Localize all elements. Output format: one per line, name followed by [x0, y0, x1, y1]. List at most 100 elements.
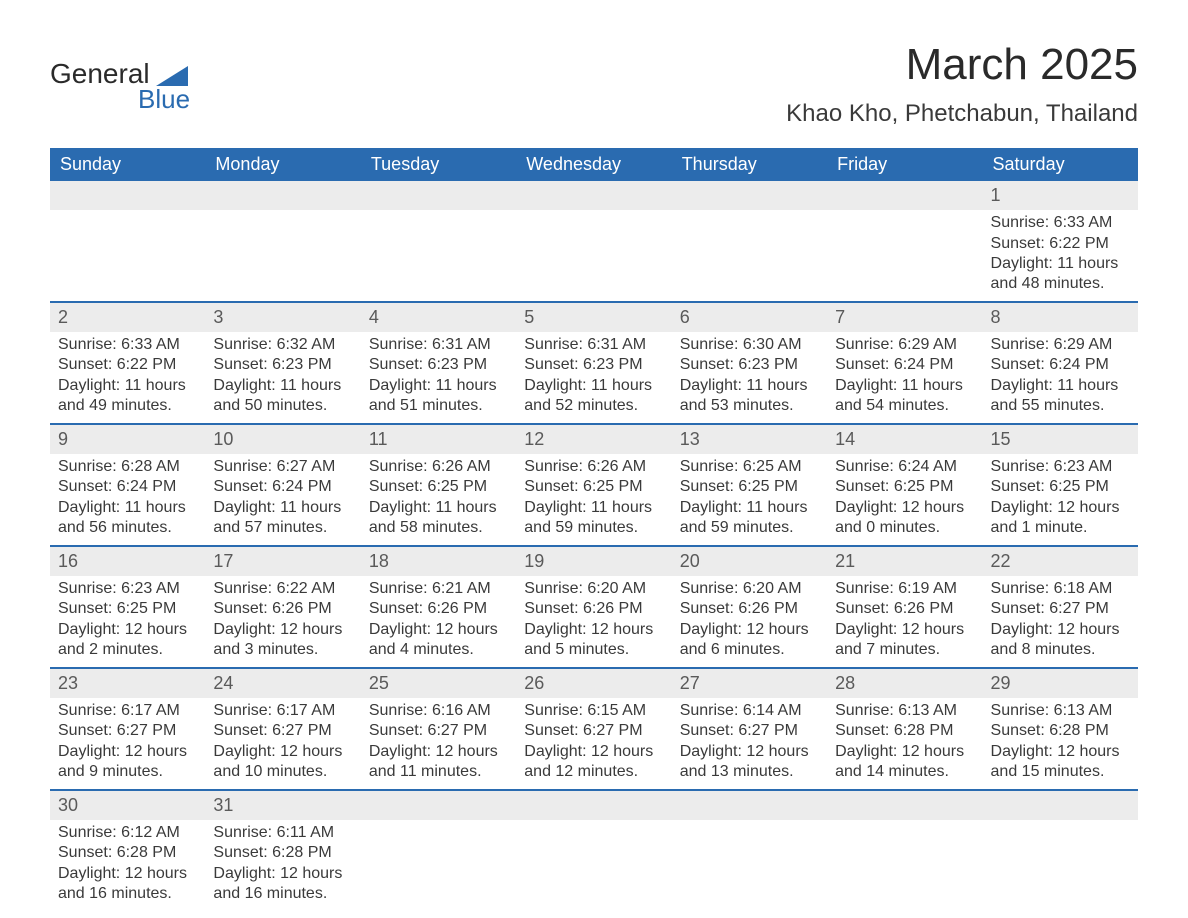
day-detail-line: and 56 minutes. [58, 518, 197, 538]
day-detail-line: Daylight: 12 hours [835, 498, 974, 518]
day-number [361, 791, 516, 820]
day-detail-line [991, 884, 1130, 904]
day-number: 6 [672, 303, 827, 332]
day-cell: 30Sunrise: 6:12 AMSunset: 6:28 PMDayligh… [50, 790, 205, 911]
day-number: 9 [50, 425, 205, 454]
day-detail-line: Daylight: 12 hours [835, 742, 974, 762]
day-number [827, 181, 982, 210]
day-detail-line: Sunrise: 6:15 AM [524, 701, 663, 721]
day-detail-line: Sunset: 6:23 PM [213, 355, 352, 375]
day-detail-line: Sunset: 6:26 PM [213, 599, 352, 619]
day-detail-line [369, 234, 508, 254]
day-cell: 28Sunrise: 6:13 AMSunset: 6:28 PMDayligh… [827, 668, 982, 790]
day-cell: 26Sunrise: 6:15 AMSunset: 6:27 PMDayligh… [516, 668, 671, 790]
day-detail-line: Daylight: 11 hours [369, 376, 508, 396]
day-cell: 11Sunrise: 6:26 AMSunset: 6:25 PMDayligh… [361, 424, 516, 546]
day-detail-line: Daylight: 11 hours [524, 376, 663, 396]
day-detail-line: and 48 minutes. [991, 274, 1130, 294]
day-detail-line: Daylight: 12 hours [680, 620, 819, 640]
day-cell [672, 790, 827, 911]
day-detail-line: Sunset: 6:23 PM [680, 355, 819, 375]
day-detail-line: and 6 minutes. [680, 640, 819, 660]
header: General Blue March 2025 Khao Kho, Phetch… [50, 40, 1138, 128]
day-cell: 27Sunrise: 6:14 AMSunset: 6:27 PMDayligh… [672, 668, 827, 790]
day-cell: 8Sunrise: 6:29 AMSunset: 6:24 PMDaylight… [983, 302, 1138, 424]
day-cell [516, 790, 671, 911]
day-cell: 14Sunrise: 6:24 AMSunset: 6:25 PMDayligh… [827, 424, 982, 546]
day-detail-line: Sunset: 6:24 PM [213, 477, 352, 497]
day-detail-line [680, 864, 819, 884]
day-detail-line [524, 823, 663, 843]
day-number [361, 181, 516, 210]
day-header: Sunday [50, 148, 205, 181]
day-detail-line [835, 823, 974, 843]
day-detail-line: Sunrise: 6:20 AM [524, 579, 663, 599]
day-cell: 29Sunrise: 6:13 AMSunset: 6:28 PMDayligh… [983, 668, 1138, 790]
day-header: Thursday [672, 148, 827, 181]
day-detail-line [369, 884, 508, 904]
day-detail-line: Sunrise: 6:26 AM [524, 457, 663, 477]
day-cell: 7Sunrise: 6:29 AMSunset: 6:24 PMDaylight… [827, 302, 982, 424]
day-detail-line [524, 274, 663, 294]
day-detail-line [369, 274, 508, 294]
day-cell [827, 790, 982, 911]
day-detail-line [524, 234, 663, 254]
day-cell: 18Sunrise: 6:21 AMSunset: 6:26 PMDayligh… [361, 546, 516, 668]
week-row: 16Sunrise: 6:23 AMSunset: 6:25 PMDayligh… [50, 546, 1138, 668]
day-detail-line: Daylight: 11 hours [991, 376, 1130, 396]
day-detail-line: Daylight: 11 hours [835, 376, 974, 396]
day-detail-line: Daylight: 12 hours [58, 742, 197, 762]
day-number: 11 [361, 425, 516, 454]
day-number: 25 [361, 669, 516, 698]
day-detail-line [213, 213, 352, 233]
day-detail-line: Daylight: 12 hours [58, 620, 197, 640]
day-detail-line: Sunrise: 6:12 AM [58, 823, 197, 843]
day-cell [205, 181, 360, 302]
day-header-row: Sunday Monday Tuesday Wednesday Thursday… [50, 148, 1138, 181]
day-detail-line: Daylight: 12 hours [58, 864, 197, 884]
day-header: Monday [205, 148, 360, 181]
day-detail-line [835, 884, 974, 904]
day-detail-line [58, 234, 197, 254]
day-detail-line: and 10 minutes. [213, 762, 352, 782]
day-detail-line: Sunrise: 6:19 AM [835, 579, 974, 599]
day-detail-line: Sunrise: 6:23 AM [991, 457, 1130, 477]
day-detail-line: Daylight: 12 hours [213, 864, 352, 884]
day-header: Friday [827, 148, 982, 181]
week-row: 23Sunrise: 6:17 AMSunset: 6:27 PMDayligh… [50, 668, 1138, 790]
day-detail-line: Sunrise: 6:11 AM [213, 823, 352, 843]
day-detail-line: and 12 minutes. [524, 762, 663, 782]
day-cell: 6Sunrise: 6:30 AMSunset: 6:23 PMDaylight… [672, 302, 827, 424]
day-detail-line [835, 213, 974, 233]
day-detail-line: Daylight: 12 hours [680, 742, 819, 762]
location-subtitle: Khao Kho, Phetchabun, Thailand [786, 100, 1138, 128]
day-detail-line: Sunrise: 6:13 AM [991, 701, 1130, 721]
day-detail-line [991, 843, 1130, 863]
day-cell: 12Sunrise: 6:26 AMSunset: 6:25 PMDayligh… [516, 424, 671, 546]
day-detail-line: and 49 minutes. [58, 396, 197, 416]
day-detail-line: Sunrise: 6:26 AM [369, 457, 508, 477]
day-detail-line: Sunset: 6:25 PM [369, 477, 508, 497]
day-cell: 9Sunrise: 6:28 AMSunset: 6:24 PMDaylight… [50, 424, 205, 546]
day-cell: 20Sunrise: 6:20 AMSunset: 6:26 PMDayligh… [672, 546, 827, 668]
day-detail-line [835, 864, 974, 884]
day-number: 17 [205, 547, 360, 576]
week-row: 1Sunrise: 6:33 AMSunset: 6:22 PMDaylight… [50, 181, 1138, 302]
day-detail-line: Sunset: 6:27 PM [58, 721, 197, 741]
day-number: 19 [516, 547, 671, 576]
day-detail-line: and 52 minutes. [524, 396, 663, 416]
day-detail-line: Sunrise: 6:30 AM [680, 335, 819, 355]
day-detail-line: Sunset: 6:22 PM [991, 234, 1130, 254]
day-detail-line [835, 843, 974, 863]
day-detail-line: Daylight: 11 hours [213, 376, 352, 396]
day-detail-line [58, 254, 197, 274]
day-number: 24 [205, 669, 360, 698]
day-detail-line: Sunset: 6:27 PM [213, 721, 352, 741]
day-detail-line [213, 274, 352, 294]
day-detail-line: Sunset: 6:27 PM [369, 721, 508, 741]
day-number: 31 [205, 791, 360, 820]
day-detail-line [524, 213, 663, 233]
day-number: 8 [983, 303, 1138, 332]
day-detail-line: Daylight: 11 hours [524, 498, 663, 518]
day-number: 18 [361, 547, 516, 576]
